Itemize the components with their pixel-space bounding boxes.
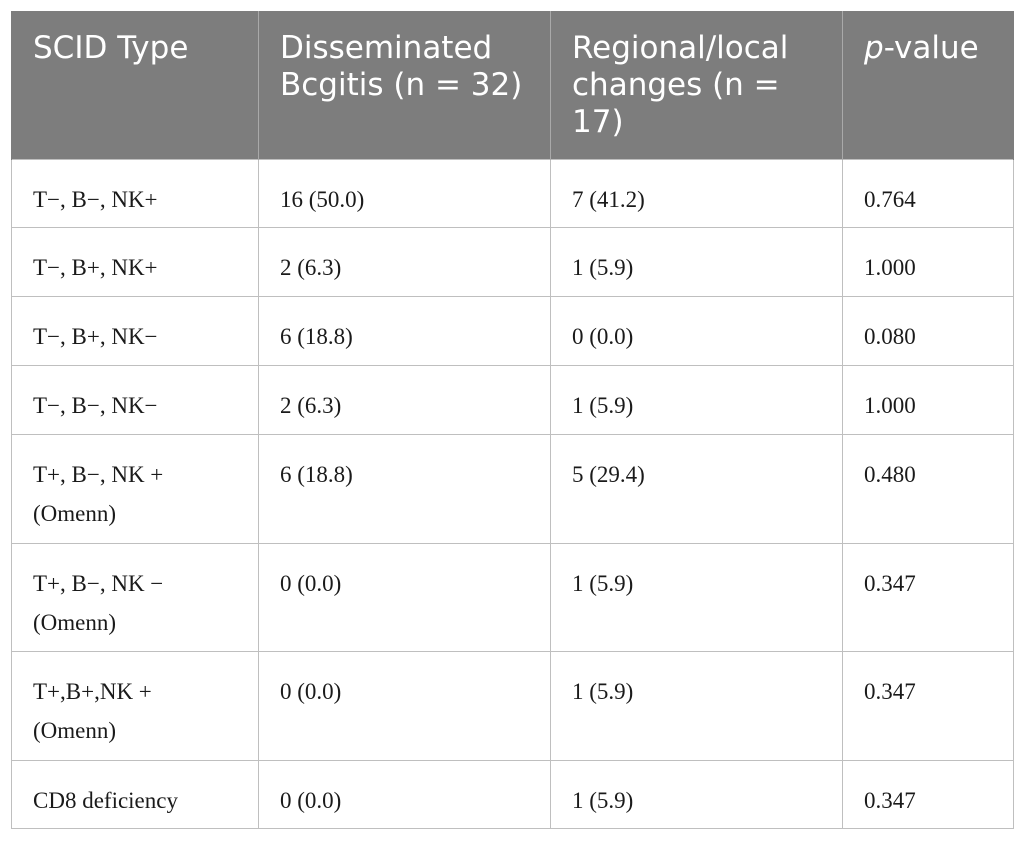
table-row: T+, B−, NK + (Omenn) 6 (18.8) 5 (29.4) 0… bbox=[11, 434, 1014, 544]
cell-p-value: 0.080 bbox=[842, 296, 1014, 366]
p-value-suffix: -value bbox=[883, 30, 979, 66]
cell-scid-type: T−, B+, NK+ bbox=[11, 227, 259, 297]
cell-regional: 1 (5.9) bbox=[550, 760, 843, 829]
table-row: T+,B+,NK + (Omenn) 0 (0.0) 1 (5.9) 0.347 bbox=[11, 651, 1014, 761]
table-row: T−, B+, NK− 6 (18.8) 0 (0.0) 0.080 bbox=[11, 296, 1014, 366]
cell-disseminated: 2 (6.3) bbox=[258, 227, 551, 297]
cell-p-value: 0.347 bbox=[842, 543, 1014, 652]
cell-regional: 1 (5.9) bbox=[550, 365, 843, 435]
scid-comparison-table: SCID Type Disseminated Bcgitis (n = 32) … bbox=[11, 11, 1014, 829]
cell-scid-type: T+, B−, NK + (Omenn) bbox=[11, 434, 259, 544]
header-p-value: p-value bbox=[842, 11, 1014, 160]
cell-disseminated: 0 (0.0) bbox=[258, 651, 551, 761]
cell-disseminated: 16 (50.0) bbox=[258, 159, 551, 228]
cell-regional: 1 (5.9) bbox=[550, 543, 843, 652]
cell-regional: 5 (29.4) bbox=[550, 434, 843, 544]
cell-scid-type: CD8 deficiency bbox=[11, 760, 259, 829]
p-symbol: p bbox=[864, 30, 884, 66]
table-header: SCID Type Disseminated Bcgitis (n = 32) … bbox=[11, 11, 1014, 160]
table-body: T−, B−, NK+ 16 (50.0) 7 (41.2) 0.764 T−,… bbox=[11, 159, 1014, 829]
cell-p-value: 1.000 bbox=[842, 365, 1014, 435]
cell-regional: 1 (5.9) bbox=[550, 651, 843, 761]
cell-regional: 1 (5.9) bbox=[550, 227, 843, 297]
cell-scid-type: T+,B+,NK + (Omenn) bbox=[11, 651, 259, 761]
cell-p-value: 1.000 bbox=[842, 227, 1014, 297]
cell-disseminated: 0 (0.0) bbox=[258, 543, 551, 652]
table-row: T−, B−, NK− 2 (6.3) 1 (5.9) 1.000 bbox=[11, 365, 1014, 435]
cell-regional: 7 (41.2) bbox=[550, 159, 843, 228]
cell-regional: 0 (0.0) bbox=[550, 296, 843, 366]
cell-p-value: 0.347 bbox=[842, 651, 1014, 761]
cell-disseminated: 6 (18.8) bbox=[258, 296, 551, 366]
cell-scid-type: T−, B−, NK+ bbox=[11, 159, 259, 228]
header-disseminated: Disseminated Bcgitis (n = 32) bbox=[258, 11, 551, 160]
cell-scid-type: T−, B+, NK− bbox=[11, 296, 259, 366]
cell-scid-type: T+, B−, NK − (Omenn) bbox=[11, 543, 259, 652]
header-scid-type: SCID Type bbox=[11, 11, 259, 160]
cell-p-value: 0.764 bbox=[842, 159, 1014, 228]
cell-disseminated: 6 (18.8) bbox=[258, 434, 551, 544]
table-row: CD8 deficiency 0 (0.0) 1 (5.9) 0.347 bbox=[11, 760, 1014, 829]
cell-p-value: 0.480 bbox=[842, 434, 1014, 544]
cell-p-value: 0.347 bbox=[842, 760, 1014, 829]
header-row: SCID Type Disseminated Bcgitis (n = 32) … bbox=[11, 11, 1014, 160]
cell-disseminated: 2 (6.3) bbox=[258, 365, 551, 435]
table-row: T−, B+, NK+ 2 (6.3) 1 (5.9) 1.000 bbox=[11, 227, 1014, 297]
cell-scid-type: T−, B−, NK− bbox=[11, 365, 259, 435]
table-row: T−, B−, NK+ 16 (50.0) 7 (41.2) 0.764 bbox=[11, 159, 1014, 228]
cell-disseminated: 0 (0.0) bbox=[258, 760, 551, 829]
table-row: T+, B−, NK − (Omenn) 0 (0.0) 1 (5.9) 0.3… bbox=[11, 543, 1014, 652]
header-regional: Regional/local changes (n = 17) bbox=[550, 11, 843, 160]
